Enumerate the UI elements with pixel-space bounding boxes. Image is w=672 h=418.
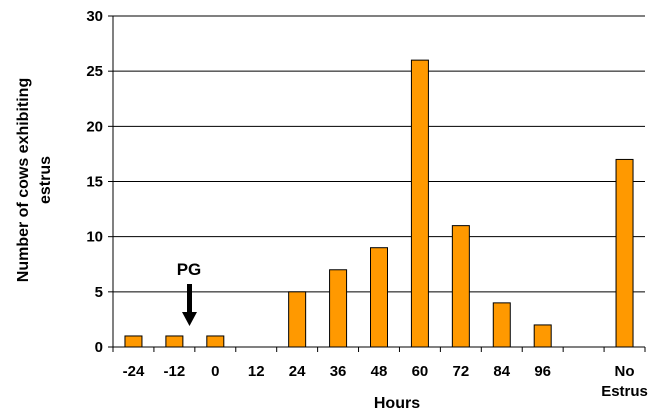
x-tick-label: 96: [534, 363, 551, 380]
x-tick-label: 12: [248, 363, 265, 380]
bar: [206, 335, 225, 348]
y-tick-label: 20: [86, 118, 103, 135]
y-axis-title-line-2: estrus: [37, 156, 54, 204]
x-tick-label: 84: [493, 363, 510, 380]
x-tick-label: Estrus: [601, 383, 648, 400]
bar: [288, 291, 307, 348]
bars: [124, 59, 634, 348]
x-tick-label: 0: [211, 363, 219, 380]
bar: [329, 269, 348, 348]
x-tick-label: 72: [453, 363, 470, 380]
bar: [492, 302, 511, 348]
bar: [165, 335, 184, 348]
bar: [370, 247, 388, 348]
gridlines: [113, 15, 645, 293]
y-tick-label: 30: [86, 8, 103, 25]
x-tick-label: 36: [330, 363, 347, 380]
pg-label: PG: [177, 260, 202, 279]
y-axis-title: Number of cows exhibiting estrus: [15, 78, 54, 282]
y-tick-label: 5: [95, 284, 103, 301]
x-axis-title: Hours: [374, 395, 420, 412]
pg-arrow-head: [182, 312, 197, 326]
x-tick-labels: -24 -12 0 12 24 36 48 60 72 84 96 No Estrus: [123, 363, 648, 400]
y-axis-title-line-1: Number of cows exhibiting: [15, 78, 32, 282]
y-tick-label: 10: [86, 229, 103, 246]
x-tick-label: 24: [289, 363, 306, 380]
y-tick-labels: 0 5 10 15 20 25 30: [86, 8, 113, 356]
x-tick-label: -24: [123, 363, 145, 380]
x-tick-label: 48: [371, 363, 388, 380]
bar: [410, 59, 429, 348]
bar: [533, 324, 552, 348]
pg-annotation: PG: [177, 260, 202, 326]
bar: [451, 225, 470, 348]
x-tick-label: -12: [164, 363, 186, 380]
x-tick-label: 60: [412, 363, 429, 380]
y-tick-label: 25: [86, 63, 103, 80]
y-tick-label: 0: [95, 339, 103, 356]
y-tick-label: 15: [86, 174, 103, 191]
bar: [124, 335, 143, 348]
x-tick-label: No: [615, 363, 635, 380]
bar: [615, 158, 634, 348]
pg-arrow-shaft: [187, 284, 192, 314]
